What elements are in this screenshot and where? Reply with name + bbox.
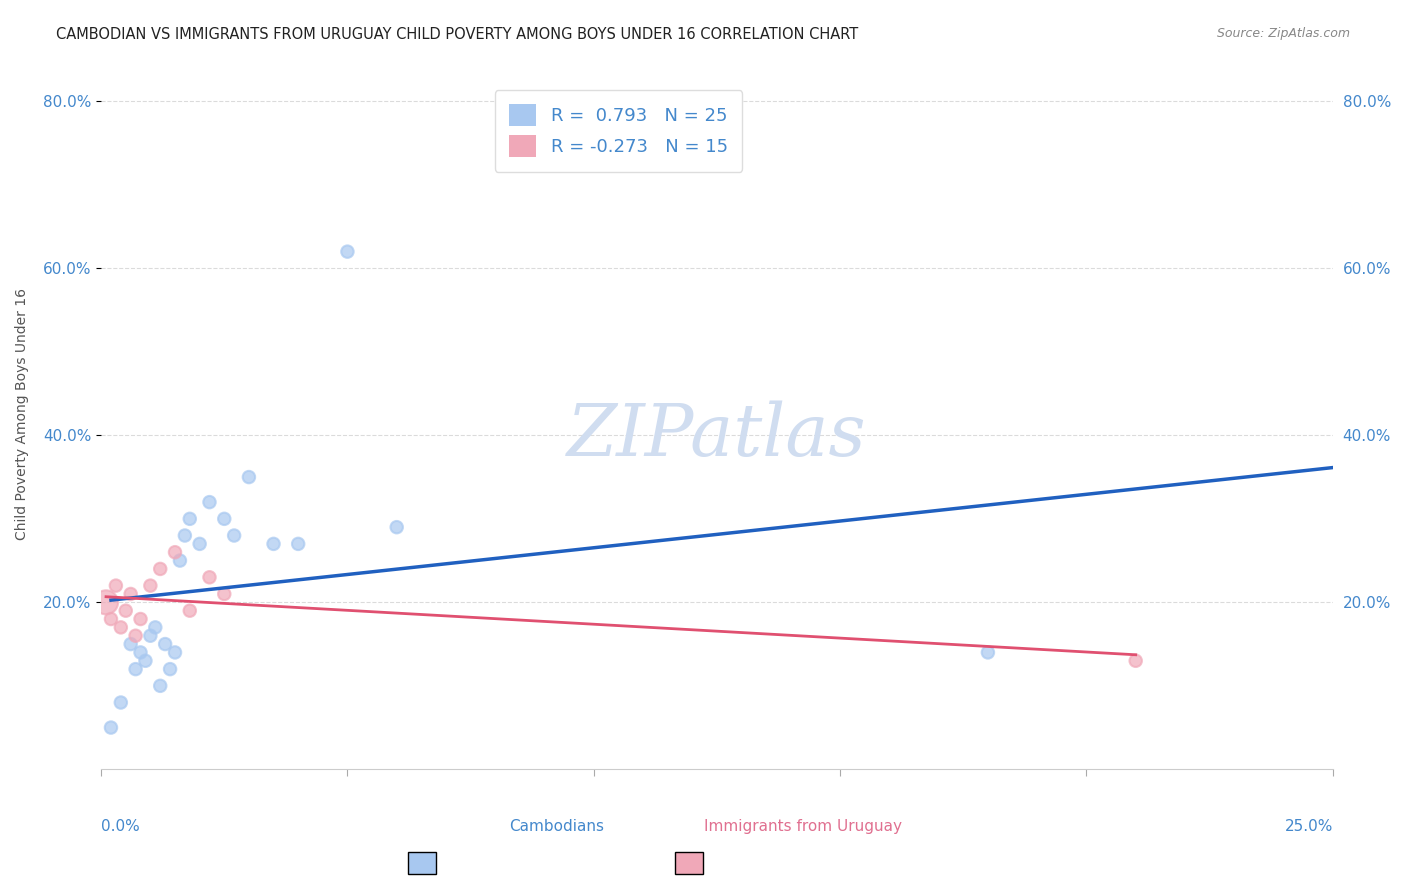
Point [188, 537, 211, 551]
Point [120, 587, 142, 601]
Point [129, 612, 152, 626]
Point [139, 629, 162, 643]
Point [159, 662, 181, 676]
Point [114, 604, 136, 618]
Point [287, 537, 309, 551]
Point [100, 721, 122, 735]
Point [224, 528, 246, 542]
Point [198, 495, 221, 509]
Point [110, 620, 132, 634]
Legend: R =  0.793   N = 25, R = -0.273   N = 15: R = 0.793 N = 25, R = -0.273 N = 15 [495, 90, 742, 172]
Text: 25.0%: 25.0% [1285, 819, 1333, 834]
Text: Immigrants from Uruguay: Immigrants from Uruguay [704, 819, 903, 834]
Point [238, 470, 260, 484]
Point [129, 645, 152, 659]
Text: Cambodians: Cambodians [509, 819, 605, 834]
Point [1125, 654, 1147, 668]
Point [163, 645, 186, 659]
Text: ZIPatlas: ZIPatlas [567, 401, 866, 471]
Y-axis label: Child Poverty Among Boys Under 16: Child Poverty Among Boys Under 16 [15, 288, 30, 541]
Point [149, 562, 172, 576]
Point [977, 645, 1000, 659]
Text: CAMBODIAN VS IMMIGRANTS FROM URUGUAY CHILD POVERTY AMONG BOYS UNDER 16 CORRELATI: CAMBODIAN VS IMMIGRANTS FROM URUGUAY CHI… [56, 27, 859, 42]
Point [100, 612, 122, 626]
Point [179, 512, 201, 526]
Point [143, 620, 166, 634]
Point [385, 520, 408, 534]
Point [336, 244, 359, 259]
Point [173, 528, 195, 542]
Point [179, 604, 201, 618]
Text: Source: ZipAtlas.com: Source: ZipAtlas.com [1216, 27, 1350, 40]
Text: 0.0%: 0.0% [101, 819, 139, 834]
Point [104, 579, 127, 593]
Point [169, 553, 191, 567]
Point [124, 629, 146, 643]
Point [149, 679, 172, 693]
Point [214, 587, 236, 601]
Point [214, 512, 236, 526]
Point [124, 662, 146, 676]
Point [139, 579, 162, 593]
Point [263, 537, 285, 551]
Point [163, 545, 186, 559]
Point [110, 696, 132, 710]
Point [153, 637, 176, 651]
Point [94, 595, 117, 609]
Point [134, 654, 156, 668]
Point [120, 637, 142, 651]
Point [198, 570, 221, 584]
